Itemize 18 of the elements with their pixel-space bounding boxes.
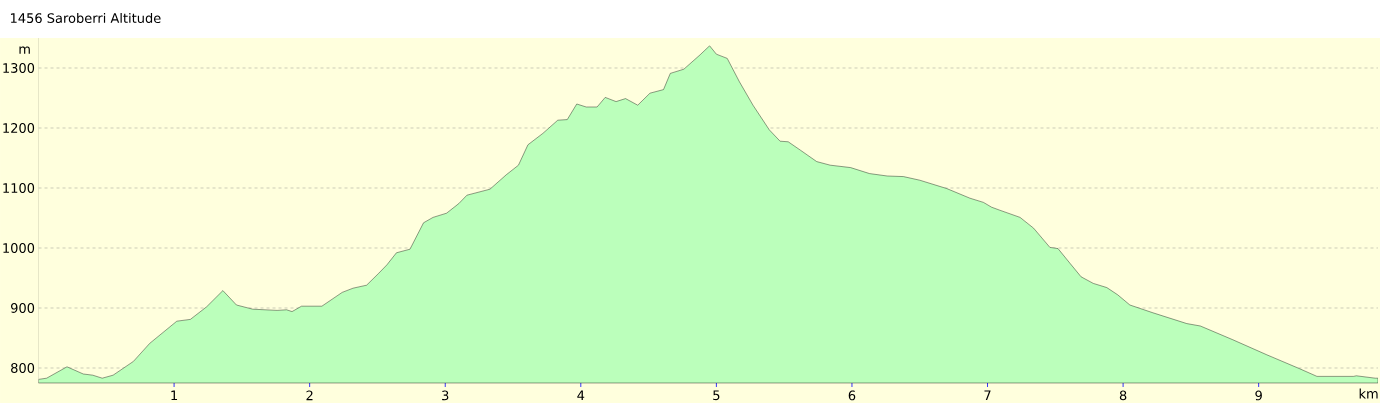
x-tick-label: 5 [713, 390, 720, 401]
y-tick-label: 1300 [3, 63, 35, 73]
x-tick-label: 1 [171, 390, 178, 400]
x-tick-label: 6 [848, 390, 856, 401]
y-tick-label: 1200 [3, 123, 35, 133]
x-tick-label: 3 [442, 390, 449, 401]
x-tick-label: 9 [1255, 390, 1262, 401]
x-tick-label: 4 [577, 390, 585, 400]
chart-title: 1456 Saroberri Altitude [10, 12, 161, 24]
x-tick-label: 2 [306, 390, 313, 401]
y-tick-label: 1000 [3, 243, 35, 253]
y-tick-label: 1100 [3, 183, 35, 193]
y-axis-title: m [19, 46, 30, 54]
x-axis-title: km [1359, 388, 1378, 399]
y-tick-label: 800 [11, 363, 35, 373]
y-tick-label: 900 [10, 303, 35, 313]
x-tick-label: 8 [1119, 390, 1127, 401]
x-tick-label: 7 [984, 390, 991, 400]
